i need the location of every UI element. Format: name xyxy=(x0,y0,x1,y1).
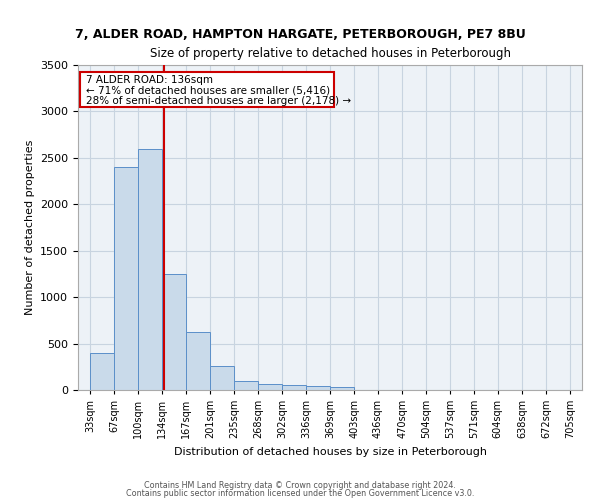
Bar xyxy=(282,386,307,390)
Text: 7 ALDER ROAD: 136sqm: 7 ALDER ROAD: 136sqm xyxy=(86,75,213,85)
Bar xyxy=(115,167,138,390)
Text: Contains public sector information licensed under the Open Government Licence v3: Contains public sector information licen… xyxy=(126,488,474,498)
Text: Contains HM Land Registry data © Crown copyright and database right 2024.: Contains HM Land Registry data © Crown c… xyxy=(144,481,456,490)
Title: Size of property relative to detached houses in Peterborough: Size of property relative to detached ho… xyxy=(149,46,511,60)
Bar xyxy=(186,332,210,390)
X-axis label: Distribution of detached houses by size in Peterborough: Distribution of detached houses by size … xyxy=(173,446,487,456)
Bar xyxy=(162,274,186,390)
Bar xyxy=(138,148,162,390)
Bar xyxy=(80,72,334,107)
Bar xyxy=(258,384,282,390)
Text: 7, ALDER ROAD, HAMPTON HARGATE, PETERBOROUGH, PE7 8BU: 7, ALDER ROAD, HAMPTON HARGATE, PETERBOR… xyxy=(74,28,526,40)
Text: 28% of semi-detached houses are larger (2,178) →: 28% of semi-detached houses are larger (… xyxy=(86,96,351,106)
Bar xyxy=(330,387,354,390)
Bar xyxy=(235,380,258,390)
Y-axis label: Number of detached properties: Number of detached properties xyxy=(25,140,35,315)
Bar xyxy=(90,353,115,390)
Bar xyxy=(210,366,235,390)
Text: ← 71% of detached houses are smaller (5,416): ← 71% of detached houses are smaller (5,… xyxy=(86,86,330,96)
Bar xyxy=(307,386,330,390)
